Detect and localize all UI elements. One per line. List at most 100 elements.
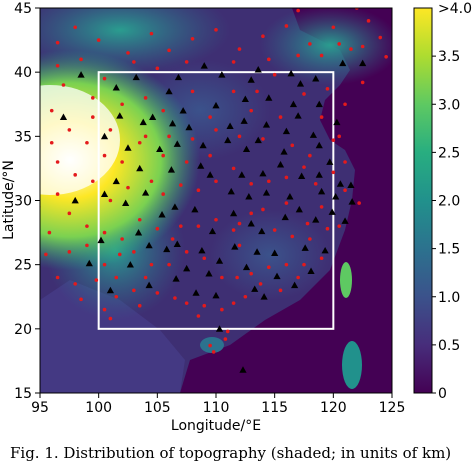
- x-tick-label: 105: [144, 400, 171, 416]
- station-triangle: [100, 132, 109, 140]
- station-dot: [179, 183, 183, 187]
- station-triangle: [168, 119, 177, 127]
- station-triangle: [281, 213, 289, 221]
- station-triangle: [251, 285, 259, 292]
- station-dot: [296, 53, 300, 58]
- station-triangle: [291, 281, 299, 289]
- station-triangle: [309, 131, 317, 138]
- colorbar-ticks: 0 0.5 1.0 1.5 2.0 2.5 3.0 3.5: [432, 49, 460, 402]
- station-dot: [331, 25, 336, 30]
- station-dot: [49, 108, 54, 113]
- station-dot: [85, 224, 89, 228]
- station-dot: [319, 53, 324, 58]
- x-axis: 95 100 105 110 115 120 125: [31, 393, 405, 416]
- station-dot: [102, 153, 107, 158]
- station-triangle: [242, 145, 251, 153]
- station-triangle: [132, 73, 140, 81]
- station-dot: [325, 87, 330, 91]
- station-triangle: [199, 141, 207, 149]
- station-dot: [267, 179, 271, 184]
- colorbar-tick-label: 0: [438, 386, 447, 402]
- station-triangle: [280, 148, 288, 155]
- station-dot: [202, 303, 207, 308]
- station-triangle: [197, 162, 205, 169]
- station-dot: [161, 192, 165, 196]
- station-dot: [73, 282, 77, 286]
- station-triangle: [224, 136, 232, 144]
- station-dot: [85, 140, 89, 145]
- station-dot: [308, 42, 312, 46]
- station-dot: [55, 192, 60, 196]
- station-dot: [211, 350, 216, 354]
- station-dot: [357, 201, 361, 205]
- station-dot: [184, 301, 189, 305]
- station-dot: [73, 173, 77, 177]
- station-dot: [167, 134, 171, 139]
- station-triangle: [271, 249, 279, 256]
- station-dot: [349, 47, 353, 51]
- station-triangle: [298, 172, 306, 179]
- station-triangle: [328, 208, 336, 215]
- station-triangle: [273, 272, 281, 280]
- station-triangle: [315, 100, 323, 108]
- station-triangle: [226, 122, 234, 129]
- station-dot: [337, 224, 342, 228]
- station-dot: [190, 37, 195, 41]
- station-dot: [278, 288, 283, 293]
- colorbar-gradient: [413, 7, 433, 394]
- station-dot: [231, 301, 236, 305]
- station-triangle: [341, 217, 349, 224]
- station-dot: [55, 63, 60, 68]
- station-triangle: [212, 101, 220, 109]
- station-triangle: [174, 73, 183, 81]
- station-dot: [237, 221, 242, 226]
- station-dot: [343, 160, 347, 164]
- station-triangle: [191, 205, 199, 213]
- station-dot: [249, 271, 253, 276]
- station-dot: [184, 60, 189, 64]
- station-triangle: [139, 118, 147, 126]
- station-dot: [167, 262, 171, 267]
- station-dot: [319, 115, 324, 119]
- station-triangle: [215, 325, 224, 332]
- station-dot: [302, 92, 306, 96]
- station-dot: [149, 179, 154, 184]
- station-triangle: [301, 244, 309, 251]
- station-dot: [161, 153, 165, 158]
- station-triangle: [239, 366, 247, 373]
- colorbar-tick-label: 2.5: [438, 145, 460, 161]
- station-triangle: [200, 62, 208, 69]
- station-triangle: [97, 236, 105, 244]
- station-dot: [47, 230, 52, 235]
- station-dot: [73, 25, 77, 30]
- station-dot: [384, 54, 388, 59]
- station-dot: [267, 265, 271, 270]
- station-triangle: [287, 69, 295, 77]
- station-dot: [302, 262, 306, 267]
- y-tick-label: 20: [14, 322, 32, 338]
- station-triangle: [142, 189, 150, 196]
- station-triangle: [112, 177, 120, 185]
- station-triangle: [262, 189, 271, 196]
- station-dot: [249, 182, 253, 186]
- station-dot: [360, 44, 365, 49]
- station-dot: [102, 262, 107, 267]
- station-triangle: [163, 245, 171, 253]
- station-dot: [155, 291, 160, 295]
- station-dot: [85, 243, 89, 248]
- station-dot: [360, 80, 365, 85]
- station-dot: [108, 128, 113, 132]
- station-dot: [258, 282, 263, 286]
- station-triangle: [145, 281, 153, 289]
- station-triangle: [245, 193, 253, 200]
- station-dot: [235, 275, 239, 280]
- station-dot: [267, 57, 271, 62]
- station-dot: [208, 153, 212, 158]
- station-triangle: [215, 257, 224, 264]
- station-dot: [290, 234, 295, 239]
- y-tick-label: 45: [14, 1, 32, 17]
- station-triangle: [294, 112, 302, 119]
- station-dot: [284, 175, 289, 180]
- station-triangle: [173, 240, 181, 248]
